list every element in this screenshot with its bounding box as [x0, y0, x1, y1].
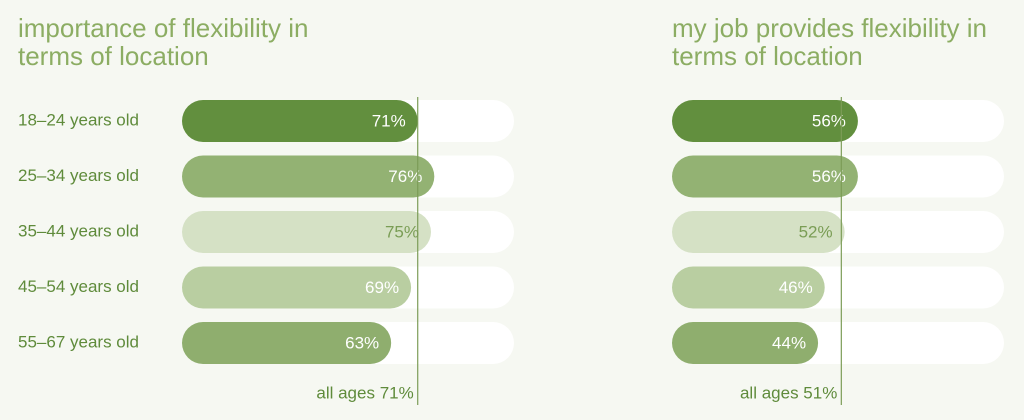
category-label: 18–24 years old: [18, 110, 139, 129]
chart-title: importance of flexibility in terms of lo…: [18, 13, 309, 71]
value-label: 63%: [345, 333, 379, 352]
bar: [182, 266, 412, 309]
bar: [182, 322, 392, 364]
bar: [182, 211, 431, 253]
value-label: 44%: [772, 333, 806, 352]
bar: [672, 100, 858, 142]
category-label: 25–34 years old: [18, 166, 139, 185]
value-label: 56%: [812, 111, 846, 130]
bar: [672, 266, 825, 309]
value-label: 76%: [388, 167, 422, 186]
value-label: 46%: [779, 278, 813, 297]
reference-label: all ages 71%: [316, 383, 413, 402]
value-label: 69%: [365, 278, 399, 297]
value-label: 71%: [372, 111, 406, 130]
bar: [182, 155, 435, 198]
reference-label: all ages 51%: [740, 383, 837, 402]
category-label: 35–44 years old: [18, 221, 139, 240]
category-label: 45–54 years old: [18, 277, 139, 296]
category-label: 55–67 years old: [18, 332, 139, 351]
chart-title: my job provides flexibility in terms of …: [672, 13, 988, 71]
value-label: 56%: [812, 167, 846, 186]
value-label: 52%: [799, 222, 833, 241]
bar: [672, 155, 858, 198]
bar: [182, 100, 418, 142]
bar: [672, 211, 845, 253]
value-label: 75%: [385, 222, 419, 241]
bar: [672, 322, 819, 364]
